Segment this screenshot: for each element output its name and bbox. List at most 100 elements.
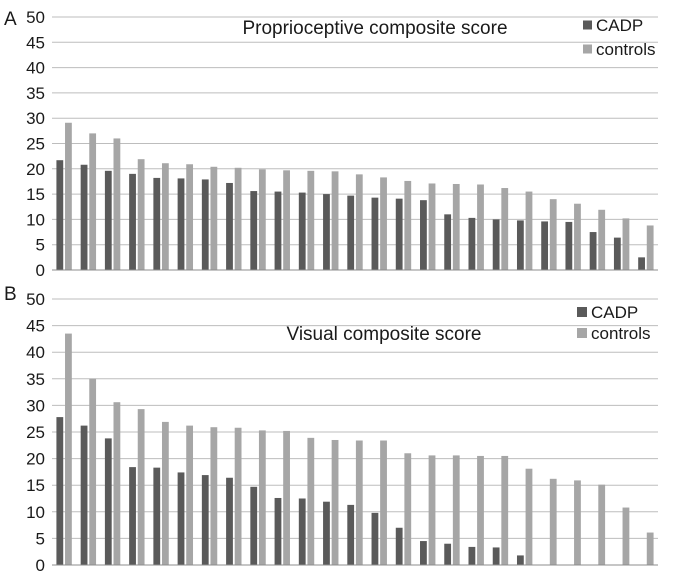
- bar-controls-8: [234, 427, 242, 565]
- legend-label-cadp: CADP: [591, 303, 638, 322]
- panel-b: 0 5 10 15 20 25 30 35 40 45 50 B Visual composite sc…: [4, 284, 658, 575]
- bar-cadp-5: [153, 467, 161, 565]
- bar-cadp-3: [104, 438, 112, 565]
- y-tick-label: 30: [26, 396, 45, 415]
- bar-cadp-3: [104, 170, 112, 270]
- bar-controls-22: [574, 203, 581, 270]
- bar-controls-1: [65, 122, 72, 270]
- bar-cadp-13: [347, 195, 355, 270]
- y-tick-label: 35: [26, 370, 45, 389]
- bar-controls-4: [137, 409, 145, 565]
- bar-cadp-10: [274, 497, 282, 565]
- bar-cadp-1: [56, 160, 64, 270]
- bar-controls-13: [355, 174, 363, 270]
- bar-controls-14: [380, 177, 387, 270]
- bar-controls-15: [404, 180, 412, 270]
- bar-cadp-13: [347, 504, 355, 565]
- bar-cadp-9: [250, 486, 258, 565]
- y-tick-label: 0: [36, 556, 45, 575]
- bar-cadp-21: [541, 221, 549, 270]
- y-tick-label: 40: [26, 59, 45, 78]
- bar-cadp-11: [298, 498, 306, 565]
- bar-cadp-18: [468, 217, 476, 270]
- y-tick-label: 25: [26, 423, 45, 442]
- bar-cadp-15: [395, 527, 403, 565]
- legend-swatch-controls: [583, 44, 592, 54]
- bar-controls-19: [501, 455, 509, 565]
- bar-controls-23: [598, 484, 606, 565]
- bar-controls-25: [646, 225, 654, 270]
- y-tick-label: 50: [26, 290, 45, 309]
- bar-cadp-14: [371, 512, 379, 565]
- y-tick-label: 20: [26, 450, 45, 469]
- bar-controls-14: [380, 440, 387, 565]
- y-tick-label: 45: [26, 317, 45, 336]
- bar-controls-16: [428, 183, 436, 270]
- bar-cadp-18: [468, 546, 476, 565]
- bar-controls-10: [283, 430, 290, 565]
- y-tick-label: 50: [26, 8, 45, 27]
- legend: CADP controls: [583, 16, 656, 59]
- bar-cadp-6: [177, 472, 185, 565]
- bar-controls-1: [65, 333, 72, 565]
- panel-a: 0 5 10 15 20 25 30 35 40 45 50 A Proprioceptive comp…: [4, 8, 658, 280]
- y-tick-label: 20: [26, 160, 45, 179]
- bar-controls-11: [307, 170, 315, 270]
- bar-controls-12: [331, 171, 339, 270]
- bar-cadp-22: [565, 221, 573, 270]
- legend-swatch-cadp: [577, 307, 587, 317]
- bar-controls-6: [186, 164, 194, 270]
- bar-controls-21: [549, 199, 557, 270]
- y-tick-label: 45: [26, 33, 45, 52]
- bar-controls-15: [404, 453, 412, 565]
- y-tick-label: 30: [26, 109, 45, 128]
- bar-controls-6: [186, 425, 194, 565]
- legend-swatch-cadp: [583, 20, 592, 30]
- bar-cadp-16: [420, 200, 427, 270]
- bar-cadp-7: [201, 179, 209, 270]
- bar-controls-9: [258, 430, 266, 565]
- bar-cadp-8: [226, 477, 233, 565]
- bar-controls-22: [574, 480, 581, 565]
- bar-controls-19: [501, 188, 509, 270]
- legend: CADP controls: [577, 303, 651, 343]
- bar-cadp-10: [274, 191, 282, 270]
- bar-controls-16: [428, 455, 436, 565]
- bar-controls-10: [283, 170, 290, 270]
- bar-cadp-5: [153, 177, 161, 270]
- y-tick-label: 25: [26, 135, 45, 154]
- legend-label-cadp: CADP: [596, 16, 643, 35]
- bar-cadp-12: [323, 501, 330, 565]
- bar-controls-18: [477, 455, 484, 565]
- bar-controls-7: [210, 166, 218, 270]
- bar-cadp-19: [492, 219, 500, 270]
- bar-cadp-16: [420, 541, 427, 565]
- bar-controls-8: [234, 167, 242, 270]
- y-tick-label: 5: [36, 529, 45, 548]
- bar-cadp-24: [613, 237, 621, 270]
- bar-controls-24: [622, 218, 630, 270]
- bar-controls-23: [598, 209, 606, 270]
- y-tick-label: 10: [26, 503, 45, 522]
- bar-controls-5: [161, 421, 169, 565]
- bar-cadp-2: [80, 425, 88, 565]
- bar-cadp-4: [129, 467, 136, 565]
- bar-cadp-25: [638, 257, 645, 270]
- y-tick-label: 15: [26, 185, 45, 204]
- bar-controls-18: [477, 184, 484, 270]
- bar-controls-4: [137, 159, 145, 270]
- bar-cadp-20: [516, 555, 524, 565]
- y-tick-label: 0: [36, 261, 45, 280]
- y-tick-label: 5: [36, 236, 45, 255]
- bar-controls-3: [113, 138, 121, 270]
- panel-letter: B: [4, 284, 17, 305]
- panel-letter: A: [4, 9, 17, 30]
- bar-controls-11: [307, 437, 315, 565]
- bar-controls-12: [331, 439, 339, 565]
- bar-controls-2: [89, 133, 97, 270]
- bar-controls-17: [452, 183, 460, 270]
- bar-cadp-17: [444, 214, 452, 270]
- bar-controls-3: [113, 402, 121, 565]
- bar-controls-25: [646, 532, 654, 565]
